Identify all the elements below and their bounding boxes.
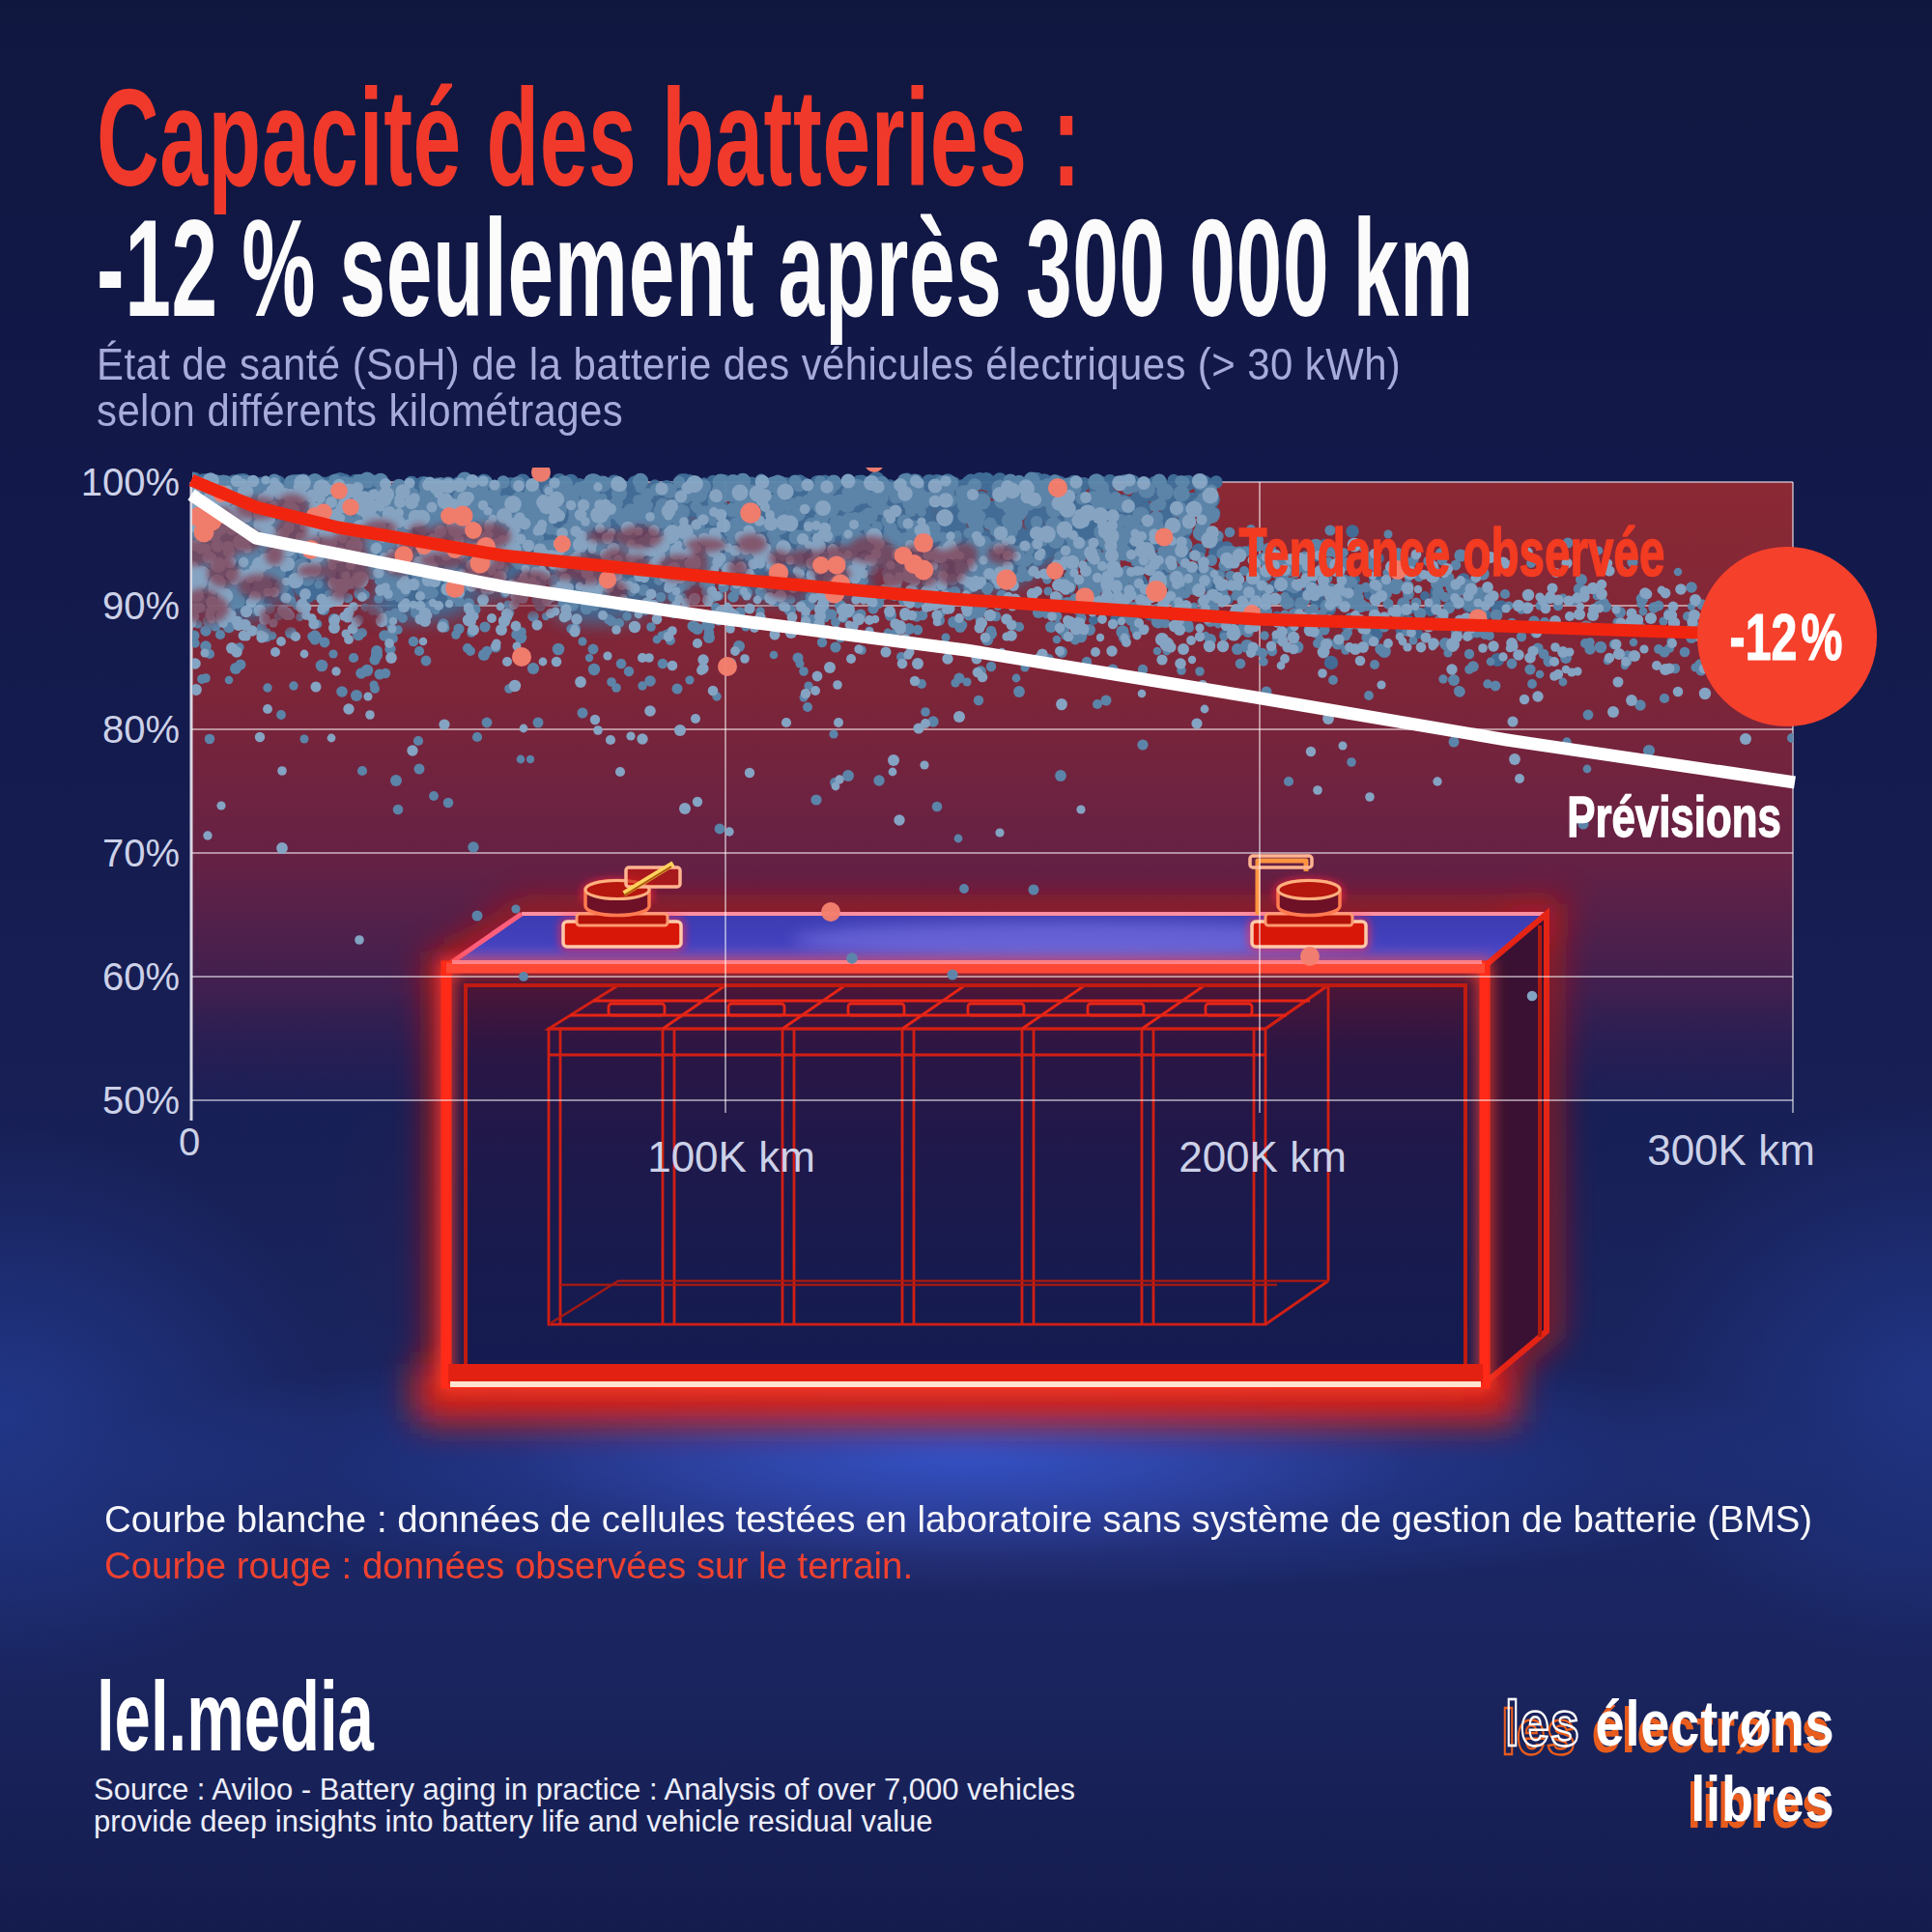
svg-text:300K km: 300K km — [1647, 1126, 1815, 1174]
svg-text:100%: 100% — [81, 461, 180, 503]
svg-text:70%: 70% — [102, 832, 180, 874]
svg-text:-12 %: -12 % — [1730, 599, 1843, 674]
svg-text:90%: 90% — [102, 584, 180, 627]
svg-text:Prévisions: Prévisions — [1567, 783, 1781, 848]
svg-text:0: 0 — [179, 1121, 200, 1163]
svg-text:80%: 80% — [102, 708, 180, 751]
svg-text:50%: 50% — [102, 1079, 180, 1122]
svg-text:60%: 60% — [102, 955, 180, 998]
svg-text:Tendance observée: Tendance observée — [1239, 515, 1665, 590]
svg-text:200K km: 200K km — [1179, 1133, 1347, 1180]
svg-text:100K km: 100K km — [647, 1133, 815, 1180]
